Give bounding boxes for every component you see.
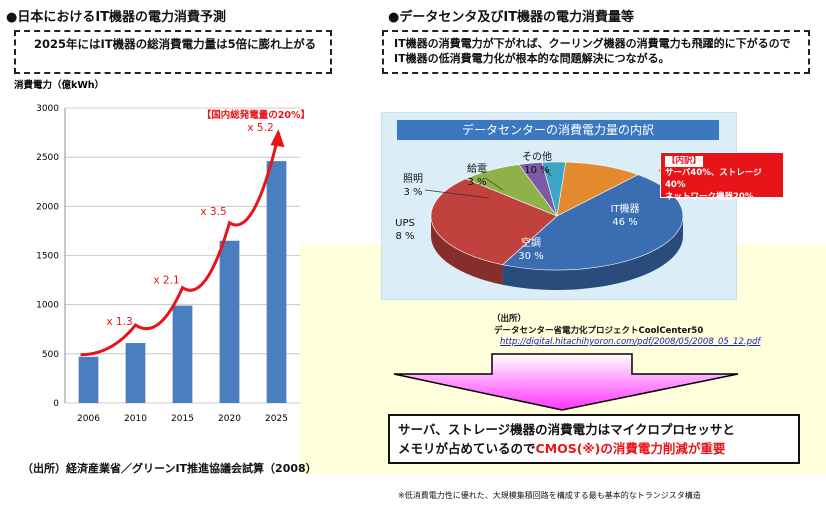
conclusion-box: サーバ、ストレージ機器の消費電力はマイクロプロセッサと メモリが占めているのでC… xyxy=(388,414,800,464)
left-summary-box: 2025年にはIT機器の総消費電力量は5倍に膨れ上がる xyxy=(14,30,332,74)
multiplier-label: x 3.5 xyxy=(200,206,226,218)
pie-slice-label: IT機器 xyxy=(610,202,639,215)
x-tick-label: 2020 xyxy=(218,414,241,424)
conclusion-line-1: サーバ、ストレージ機器の消費電力はマイクロプロセッサと xyxy=(398,422,735,437)
pie-slice-value: 30 % xyxy=(518,251,543,262)
y-axis-label: 消費電力（億kWh） xyxy=(14,79,104,91)
footnote: ※低消費電力性に優れた、大規模集積回路を構成する最も基本的なトランジスタ構造 xyxy=(398,491,701,500)
left-heading: ●日本におけるIT機器の電力消費予測 xyxy=(6,10,227,25)
pie-slice xyxy=(556,161,639,217)
pie-slice-label: 空調 xyxy=(521,236,541,249)
pie-slice xyxy=(430,178,558,266)
right-summary-text: IT機器の消費電力が下がれば、クーリング機器の消費電力も飛躍的に下がるのでIT機… xyxy=(394,37,791,65)
multiplier-label: x 2.1 xyxy=(153,275,179,287)
callout-line-2: ネットワーク機器20% xyxy=(665,192,754,202)
multiplier-label: x 1.3 xyxy=(106,316,132,328)
leader-line xyxy=(424,189,490,199)
pie-source-text: データセンター省電力化プロジェクトCoolCenter50 xyxy=(494,326,704,336)
leader-line xyxy=(484,177,504,191)
y-tick-label: 1000 xyxy=(36,301,59,311)
y-tick-label: 2000 xyxy=(36,202,59,212)
pie-slice-label: その他 xyxy=(522,150,552,163)
pie-slice-side xyxy=(502,216,683,290)
pie-source-label: （出所） xyxy=(492,314,527,324)
pie-slice-value: 3 % xyxy=(467,177,486,188)
pie-slice-value: 10 % xyxy=(524,165,549,176)
bar xyxy=(78,356,99,403)
pie-slice-value: 3 % xyxy=(403,187,422,198)
pie-slice-label: 照明 xyxy=(403,173,423,185)
callout-line-1: サーバ40%、ストレージ40% xyxy=(665,168,762,190)
x-tick-label: 2025 xyxy=(265,414,288,424)
pie-source-link[interactable]: http://digital.hitachihyoron.com/pdf/200… xyxy=(500,337,761,347)
pie-slice-label: 給電 xyxy=(467,162,487,175)
y-tick-label: 3000 xyxy=(36,104,59,114)
conclusion-line-2a: メモリが占めているので xyxy=(398,441,536,456)
breakdown-callout: 【内訳】 サーバ40%、ストレージ40% ネットワーク機器20% xyxy=(660,152,784,202)
conclusion-line-2b: CMOS(※)の消費電力削減が重要 xyxy=(535,441,726,456)
bar xyxy=(219,240,240,403)
y-tick-label: 2500 xyxy=(36,153,59,163)
leader-line xyxy=(544,167,552,177)
x-tick-label: 2015 xyxy=(171,414,194,424)
pie-slice-label: UPS xyxy=(395,218,415,229)
x-tick-label: 2010 xyxy=(124,414,147,424)
y-tick-label: 1500 xyxy=(36,252,59,262)
right-summary-box: IT機器の消費電力が下がれば、クーリング機器の消費電力も飛躍的に下がるのでIT機… xyxy=(382,30,810,74)
down-arrow xyxy=(393,353,739,411)
pie-chart: IT機器 46 % 空調 30 % UPS 8 % 照明 3 % 給電 3 % その他 10 % xyxy=(395,150,684,290)
pie-slice-side xyxy=(431,216,503,285)
callout-title: 【内訳】 xyxy=(665,156,704,167)
trend-arrowhead xyxy=(270,129,285,148)
trend-line xyxy=(80,142,278,357)
chart-annotation: 【国内総発電量の20%】 xyxy=(202,109,310,121)
bar xyxy=(172,305,193,403)
left-summary-text: 2025年にはIT機器の総消費電力量は5倍に膨れ上がる xyxy=(34,37,317,51)
bar xyxy=(266,161,287,403)
pie-slice-value: 8 % xyxy=(395,231,414,242)
right-heading: ●データセンタ及びIT機器の電力消費量等 xyxy=(388,10,635,25)
pie-sides xyxy=(431,216,683,290)
y-tick-label: 500 xyxy=(42,350,59,360)
y-tick-label: 0 xyxy=(53,399,59,409)
left-source: （出所）経済産業省／グリーンIT推進協議会試算（2008） xyxy=(22,462,317,475)
pie-title: データセンターの消費電力量の内訳 xyxy=(397,120,719,140)
x-tick-label: 2006 xyxy=(77,414,100,424)
pie-slice-value: 46 % xyxy=(612,217,637,228)
multiplier-label: x 5.2 xyxy=(247,122,273,134)
bar xyxy=(125,343,146,403)
bar-chart: 消費電力（億kWh） 0 500 1000 1500 2000 2500 3000 2006 20… xyxy=(14,79,310,424)
